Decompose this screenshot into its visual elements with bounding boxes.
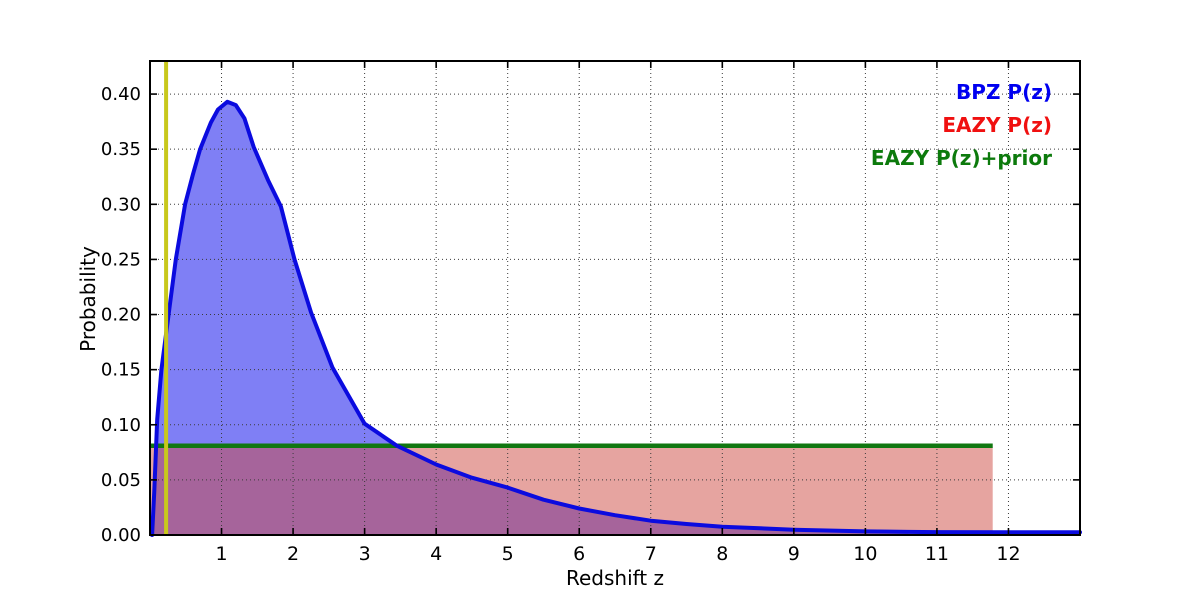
- y-tick-label: 0.30: [101, 194, 141, 215]
- y-tick-label: 0.10: [101, 415, 141, 436]
- x-tick-label: 7: [645, 543, 657, 565]
- y-tick-label: 0.40: [101, 84, 141, 105]
- eazy-fill: [150, 447, 993, 535]
- x-tick-label: 1: [215, 543, 227, 565]
- legend-entry-eazy: EAZY P(z): [942, 113, 1052, 137]
- x-tick-label: 6: [573, 543, 585, 565]
- x-tick-label: 8: [716, 543, 728, 565]
- x-tick-label: 9: [788, 543, 800, 565]
- y-tick-label: 0.35: [101, 139, 141, 160]
- bpz-curve: [150, 99, 1082, 537]
- y-tick-label: 0.15: [101, 360, 141, 381]
- legend-entry-bpz: BPZ P(z): [956, 80, 1052, 104]
- legend-entry-eazy-prior: EAZY P(z)+prior: [870, 146, 1052, 170]
- x-tick-label: 4: [430, 543, 442, 565]
- y-tick-label: 0.25: [101, 249, 141, 270]
- x-tick-label: 2: [287, 543, 299, 565]
- y-tick-label: 0.20: [101, 305, 141, 326]
- y-axis-label: Probability: [76, 246, 100, 352]
- x-tick-label: 11: [925, 543, 949, 565]
- x-tick-label: 10: [853, 543, 877, 565]
- x-tick-label: 3: [359, 543, 371, 565]
- x-axis-label: Redshift z: [565, 566, 665, 590]
- x-tick-label: 5: [502, 543, 514, 565]
- y-tick-label: 0.00: [101, 525, 141, 546]
- legend: BPZ P(z) EAZY P(z) EAZY P(z)+prior: [871, 76, 1052, 175]
- axes-frame: [149, 60, 1081, 536]
- bpz-fill: [152, 101, 909, 536]
- y-tick-label: 0.05: [101, 470, 141, 491]
- x-tick-label: 12: [996, 543, 1020, 565]
